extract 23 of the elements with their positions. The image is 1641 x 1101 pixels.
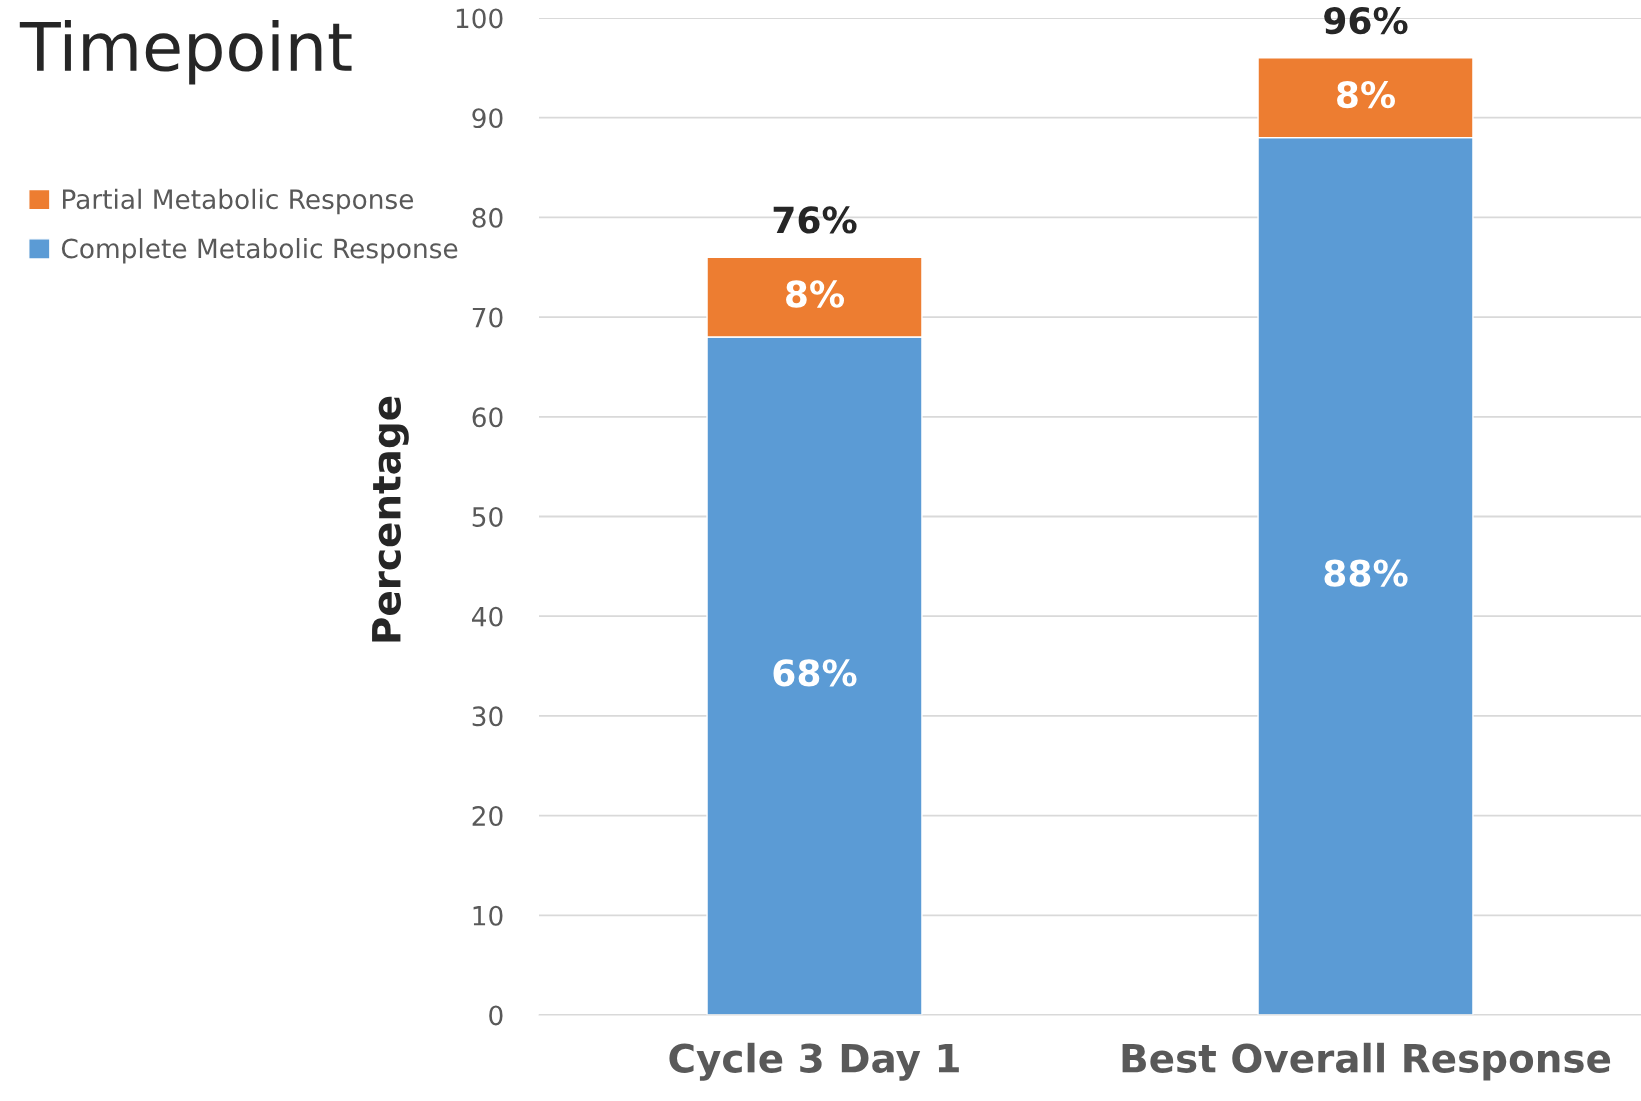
y-tick-label: 20 <box>472 806 503 826</box>
total-label: 76% <box>773 206 857 234</box>
legend-label: Complete Metabolic Response <box>61 238 458 264</box>
y-tick-label: 40 <box>471 606 503 627</box>
y-tick-label: 100 <box>456 8 503 29</box>
data-label: 8% <box>1337 80 1395 109</box>
y-tick-label: 60 <box>472 407 503 428</box>
data-label: 88% <box>1324 559 1408 587</box>
y-tick-label: 50 <box>472 506 503 527</box>
y-axis-title: Percentage <box>372 396 409 642</box>
y-tick-label: 80 <box>472 207 503 228</box>
x-tick-label: Cycle 3 Day 1 <box>669 1042 959 1081</box>
legend-label: Partial Metabolic Response <box>63 188 414 215</box>
y-tick-label: 90 <box>472 108 503 129</box>
y-tick-label: 10 <box>473 905 503 926</box>
y-tick-label: 30 <box>472 706 503 727</box>
chart-title: Timepoint <box>19 20 352 85</box>
data-label: 68% <box>773 659 857 687</box>
x-tick-label: Best Overall Response <box>1122 1042 1611 1081</box>
data-label: 8% <box>786 280 844 308</box>
y-tick-label: 70 <box>472 307 503 328</box>
total-label: 96% <box>1324 6 1408 35</box>
y-tick-label: 0 <box>489 1005 503 1026</box>
